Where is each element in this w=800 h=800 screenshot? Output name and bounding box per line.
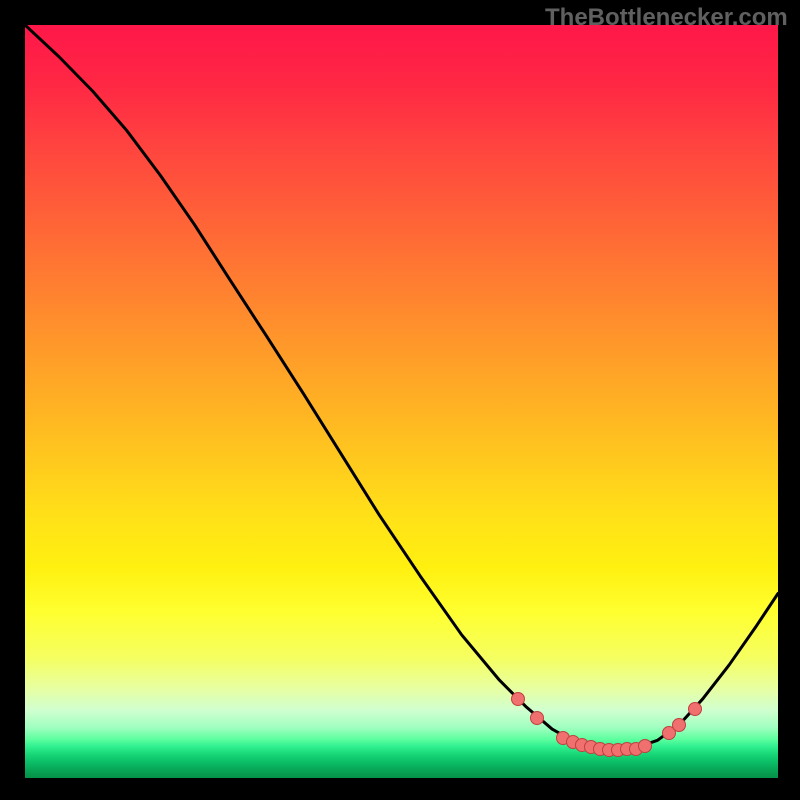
chart-container [25, 25, 778, 778]
watermark-text: TheBottlenecker.com [545, 4, 788, 32]
data-marker [530, 711, 544, 725]
data-marker [688, 702, 702, 716]
data-marker [638, 739, 652, 753]
data-marker [672, 718, 686, 732]
curve-line [25, 25, 778, 778]
data-marker [511, 692, 525, 706]
